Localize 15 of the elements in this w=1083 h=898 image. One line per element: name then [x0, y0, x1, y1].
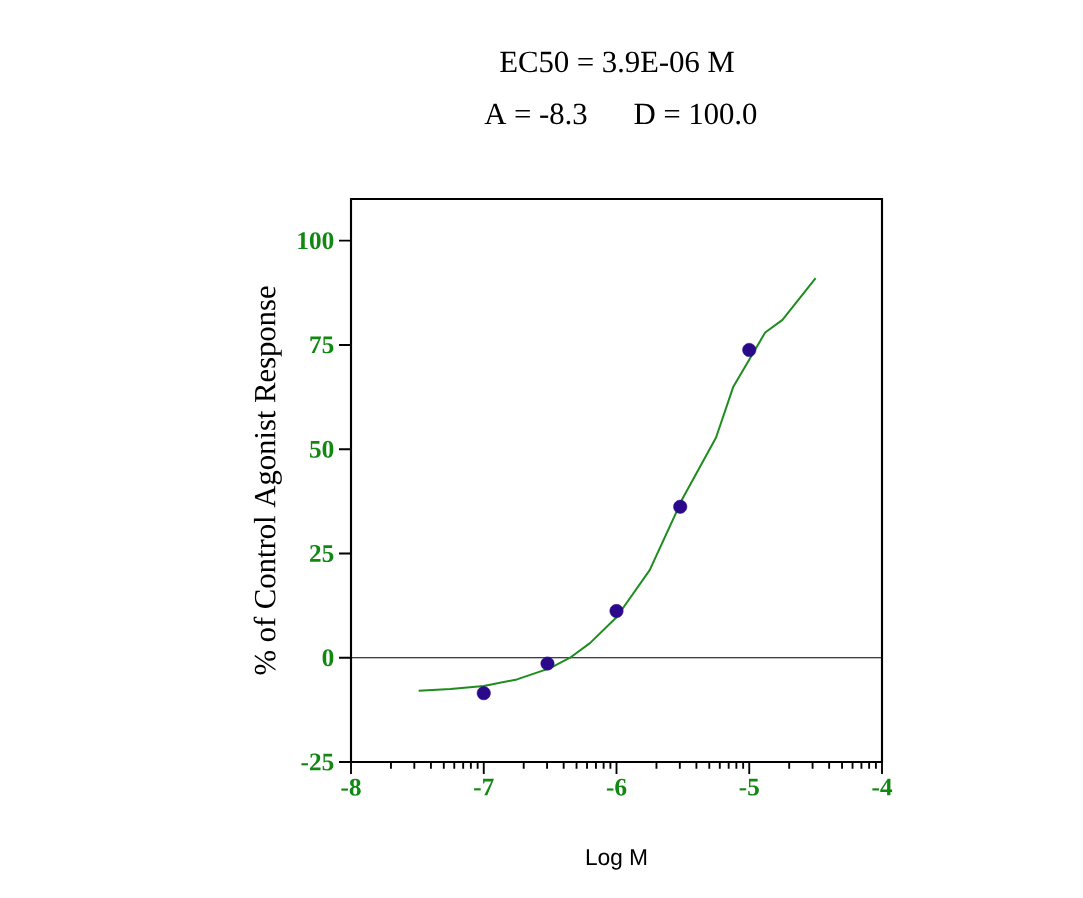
y-tick-label: 75 [310, 336, 334, 354]
x-tick-label: -4 [872, 778, 893, 796]
y-axis-title: % of Control Agonist Response [253, 286, 282, 675]
y-tick-label: -25 [301, 753, 334, 771]
y-tick-label: 0 [322, 649, 334, 667]
x-tick-label: -6 [606, 778, 627, 796]
chart-subtitle: A = -8.3 D = 100.0 [484, 103, 757, 125]
chart-title: EC50 = 3.9E-06 M [500, 51, 734, 73]
x-tick-label: -5 [739, 778, 759, 796]
x-tick-label: -7 [474, 778, 494, 796]
x-axis-title: Log M [586, 849, 647, 870]
y-tick-label: 25 [310, 544, 334, 562]
x-tick-label: -8 [341, 778, 361, 796]
y-tick-label: 100 [298, 232, 334, 250]
y-tick-label: 50 [309, 440, 334, 458]
